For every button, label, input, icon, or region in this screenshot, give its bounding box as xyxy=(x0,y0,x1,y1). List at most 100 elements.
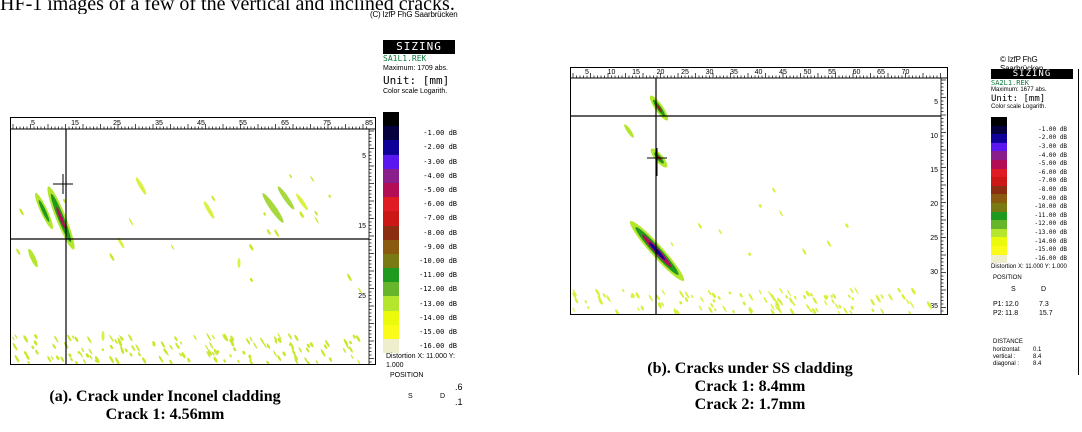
page-header-text: HF-1 images of a few of the vertical and… xyxy=(0,0,455,14)
ruler-label: 25 xyxy=(358,293,366,300)
color-scale-label: -8.00 dB xyxy=(1038,186,1067,194)
ruler-label: 45 xyxy=(779,69,787,76)
color-scale: -1.00 dB -2.00 dB -3.00 dB -4.00 dB -5.00 dB… xyxy=(991,117,1073,264)
color-scale-label: -11.00 dB xyxy=(419,271,457,280)
color-swatch xyxy=(991,177,1007,186)
color-scale-row: -11.00 dB xyxy=(383,268,463,283)
position-col-d: D xyxy=(1041,286,1047,293)
file-name: SA2L1.REK xyxy=(991,79,1029,87)
color-scale-row: -10.00 dB xyxy=(991,202,1073,212)
p2-s-value: 11.8 xyxy=(1005,310,1019,317)
crack-indication xyxy=(624,95,685,281)
color-scale-label: -9.00 dB xyxy=(1038,194,1067,202)
distance-table: horizontal: 0.1 vertical : 8.4 diagonal : 8… xyxy=(993,347,1073,368)
maximum-label: Maximum: 1709 abs. xyxy=(383,65,448,72)
color-swatch xyxy=(991,237,1007,246)
distance-value: 8.4 xyxy=(1033,361,1042,367)
ruler-label: 65 xyxy=(281,120,289,127)
ruler-label: 30 xyxy=(930,269,938,276)
ruler-label: 55 xyxy=(828,69,836,76)
color-scale-label: -7.00 dB xyxy=(423,214,457,223)
color-scale-row: -8.00 dB xyxy=(383,225,463,240)
color-swatch xyxy=(383,268,399,283)
edge-value: .6 xyxy=(455,382,463,392)
maximum-label: Maximum: 1677 abs. xyxy=(991,87,1047,93)
color-scale-label: -5.00 dB xyxy=(423,186,457,195)
color-swatch xyxy=(383,140,399,155)
color-scale-label: -5.00 dB xyxy=(1038,160,1067,168)
color-scale-row: -6.00 dB xyxy=(991,168,1073,178)
figure-b-caption: (b). Cracks under SS cladding Crack 1: 8… xyxy=(585,360,915,414)
figure-a-caption: (a). Crack under Inconel cladding Crack … xyxy=(20,388,310,424)
color-scale-row: -14.00 dB xyxy=(383,310,463,325)
position-columns: S D xyxy=(408,392,468,401)
color-scale-label: -15.00 dB xyxy=(1034,246,1067,254)
edge-value: .1 xyxy=(455,397,463,407)
color-scale-row: -16.00 dB xyxy=(991,254,1073,264)
color-scale-label: -16.00 dB xyxy=(1034,254,1067,262)
position-table: S D P1:12.0 7.3 P2:11.8 15.7 xyxy=(993,285,1073,318)
color-swatch xyxy=(383,253,399,269)
color-scale: -1.00 dB -2.00 dB -3.00 dB -4.00 dB -5.00 dB… xyxy=(383,112,463,354)
color-swatch xyxy=(383,211,399,226)
color-scale-label: -1.00 dB xyxy=(423,129,457,138)
color-scale-label: -2.00 dB xyxy=(1038,134,1067,142)
color-scale-row: -3.00 dB xyxy=(383,154,463,169)
color-swatch xyxy=(383,225,399,240)
color-scale-label: -12.00 dB xyxy=(1034,220,1067,228)
sizing-title: SIZING xyxy=(383,40,455,54)
color-scale-label: -14.00 dB xyxy=(1034,237,1067,245)
ruler-label: 10 xyxy=(608,69,616,76)
color-scale-row: -4.00 dB xyxy=(991,151,1073,160)
position-col-s: S xyxy=(408,393,413,400)
caption-line: (a). Crack under Inconel cladding xyxy=(49,388,281,405)
color-swatch xyxy=(991,134,1007,143)
ruler-label: 15 xyxy=(930,167,938,174)
color-scale-row: -3.00 dB xyxy=(991,142,1073,152)
color-scale-label: -2.00 dB xyxy=(423,143,457,152)
scan-graphic: 5 10 15 20 25 30 35 40 45 50 55 60 65 70 5 10 15 20 25 30 3… xyxy=(571,69,947,314)
unit-label: Unit: [mm] xyxy=(383,74,450,87)
color-scale-label: -9.00 dB xyxy=(423,242,457,251)
color-scale-label: -10.00 dB xyxy=(419,256,457,265)
ruler-label: 30 xyxy=(706,69,714,76)
p1-label: P1: xyxy=(993,301,1004,308)
color-scale-row: -1.00 dB xyxy=(991,125,1073,135)
color-scale-row xyxy=(991,117,1073,126)
color-scale-row: -9.00 dB xyxy=(383,239,463,254)
caption-line: Crack 1: 8.4mm xyxy=(694,378,806,395)
color-scale-label: -6.00 dB xyxy=(1038,168,1067,176)
ruler-label: 15 xyxy=(358,223,366,230)
color-swatch xyxy=(383,310,399,325)
p1-d-value: 7.3 xyxy=(1039,301,1049,308)
color-swatch xyxy=(991,125,1007,135)
color-swatch xyxy=(991,185,1007,195)
position-col-s: S xyxy=(1011,286,1016,293)
panel-border xyxy=(1078,69,1079,375)
color-scale-row: -5.00 dB xyxy=(991,159,1073,169)
ultrasonic-scan-image: 5 15 25 35 45 55 65 75 85 5 15 25 xyxy=(10,117,376,365)
color-scale-row: -7.00 dB xyxy=(991,177,1073,186)
ruler-label: 15 xyxy=(632,69,640,76)
ruler-label: 5 xyxy=(362,153,366,160)
ruler-label: 70 xyxy=(902,69,910,76)
color-scale-label: -14.00 dB xyxy=(419,313,457,322)
position-title: POSITION xyxy=(390,372,424,379)
scan-graphic: 5 15 25 35 45 55 65 75 85 5 15 25 xyxy=(11,120,375,364)
ruler-label: 35 xyxy=(930,303,938,310)
ruler-label: 5 xyxy=(585,69,589,76)
ultrasonic-scan-image: 5 10 15 20 25 30 35 40 45 50 55 60 65 70 5 10 15 20 25 30 3… xyxy=(570,67,948,315)
color-scale-row: -16.00 dB xyxy=(383,339,463,354)
ruler-label: 10 xyxy=(930,133,938,140)
color-scale-row: -6.00 dB xyxy=(383,197,463,212)
caption-line: (b). Cracks under SS cladding xyxy=(647,360,853,377)
crack-indication xyxy=(28,186,75,268)
figure-b: © IzfP FhG Saarbrücken 5 10 15 20 25 30 35 40 45… xyxy=(565,55,1082,375)
distance-value: 0.1 xyxy=(1033,347,1042,353)
color-swatch xyxy=(383,296,399,311)
color-swatch xyxy=(991,159,1007,169)
ruler-label: 25 xyxy=(681,69,689,76)
p2-label: P2: xyxy=(993,310,1004,317)
color-scale-row: -5.00 dB xyxy=(383,182,463,198)
color-scale-label: -13.00 dB xyxy=(1034,229,1067,237)
